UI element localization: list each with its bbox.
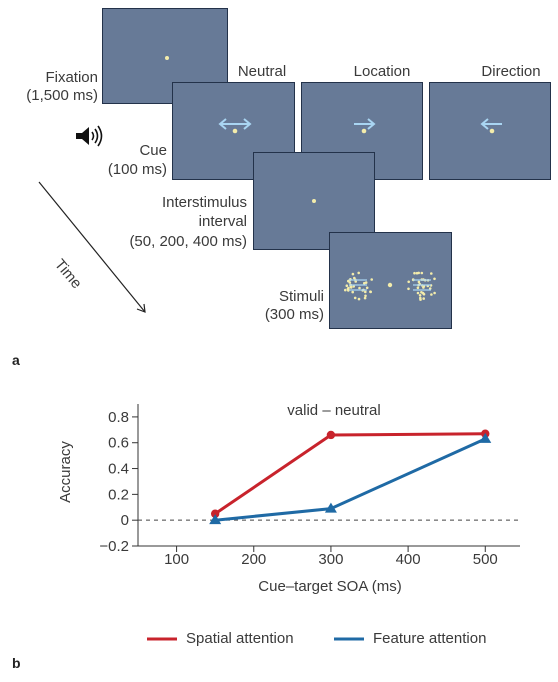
stimulus-dot <box>419 298 422 301</box>
stimulus-dot <box>365 281 368 284</box>
y-tick-label: 0.4 <box>108 461 129 478</box>
stimulus-dot <box>358 298 361 301</box>
x-axis-label: Cue–target SOA (ms) <box>258 578 401 595</box>
y-tick-label: 0.2 <box>108 486 129 503</box>
stimulus-dot <box>417 292 420 295</box>
stimulus-dot <box>407 281 410 284</box>
direction-cue-arrow-icon <box>472 115 512 139</box>
y-tick-label: 0 <box>121 512 129 529</box>
stimulus-dot <box>422 292 425 295</box>
stimulus-dot <box>353 277 356 280</box>
x-tick-label: 200 <box>241 551 266 568</box>
fixation-duration: (1,500 ms) <box>26 87 98 105</box>
stimulus-dot <box>407 288 410 291</box>
cue-type-direction: Direction <box>471 63 551 81</box>
stimulus-dot <box>364 297 367 300</box>
y-tick-label: −0.2 <box>99 538 129 555</box>
fixation-label: Fixation <box>45 69 98 87</box>
stimulus-dot <box>357 272 360 275</box>
isi-label-line2: interval <box>199 213 247 231</box>
legend-spatial-label: Spatial attention <box>186 630 294 648</box>
right-dot-field <box>407 272 436 301</box>
neutral-cue-double-arrow-icon <box>215 115 255 139</box>
x-tick-label: 400 <box>396 551 421 568</box>
stimulus-dot <box>358 287 361 290</box>
y-axis-label: Accuracy <box>57 441 74 503</box>
speaker-icon <box>74 123 104 149</box>
stimuli-label: Stimuli <box>279 288 324 306</box>
stimulus-dot <box>347 287 350 290</box>
stimulus-dot <box>417 272 420 275</box>
stimulus-dot <box>419 294 422 297</box>
spatial-attention-line <box>215 434 485 514</box>
panel-b-letter: b <box>12 655 21 671</box>
cue-type-neutral: Neutral <box>232 63 292 81</box>
x-tick-label: 500 <box>473 551 498 568</box>
stimulus-dot <box>366 287 369 290</box>
legend-feature-label: Feature attention <box>373 630 486 648</box>
cue-label: Cue <box>139 142 167 160</box>
y-tick-label: 0.8 <box>108 409 129 426</box>
stimulus-dot <box>430 272 433 275</box>
stimulus-dot <box>344 289 347 292</box>
stimulus-dot <box>418 281 421 284</box>
stimulus-dot <box>352 273 355 276</box>
stimulus-dot-fields <box>330 233 451 328</box>
direction-cue-screen <box>429 82 551 180</box>
stimulus-dot <box>369 291 372 294</box>
spatial-attention-point <box>327 431 335 439</box>
x-tick-label: 100 <box>164 551 189 568</box>
fixation-dot <box>165 56 169 60</box>
legend-spatial-swatch <box>147 636 177 642</box>
location-cue-arrow-icon <box>344 115 384 139</box>
stimulus-dot <box>417 287 420 290</box>
stimulus-dot <box>413 272 416 275</box>
stimuli-duration: (300 ms) <box>265 306 324 324</box>
y-tick-label: 0.6 <box>108 435 129 452</box>
stimulus-dot <box>364 295 367 298</box>
stimulus-dot <box>430 293 433 296</box>
time-arrow <box>30 175 190 335</box>
panel-a-letter: a <box>12 352 20 368</box>
cue-type-location: Location <box>340 63 424 81</box>
stimulus-dot <box>364 291 367 294</box>
legend-feature-swatch <box>334 636 364 642</box>
stimulus-dot <box>349 281 352 284</box>
stimulus-dot <box>433 292 436 295</box>
stimuli-fixation-dot <box>388 283 392 287</box>
x-tick-label: 300 <box>318 551 343 568</box>
stimulus-dot <box>370 278 373 281</box>
stimuli-screen <box>329 232 452 329</box>
stimulus-dot <box>422 297 425 300</box>
stimulus-dot <box>433 278 436 281</box>
chart-title: valid – neutral <box>287 402 380 419</box>
isi-fixation-dot <box>312 199 316 203</box>
stimulus-dot <box>354 297 357 300</box>
stimulus-dot <box>421 272 424 275</box>
stimulus-dot <box>351 291 354 294</box>
feature-attention-line <box>215 439 485 520</box>
left-dot-field <box>344 272 373 301</box>
stimulus-dot <box>346 284 349 287</box>
